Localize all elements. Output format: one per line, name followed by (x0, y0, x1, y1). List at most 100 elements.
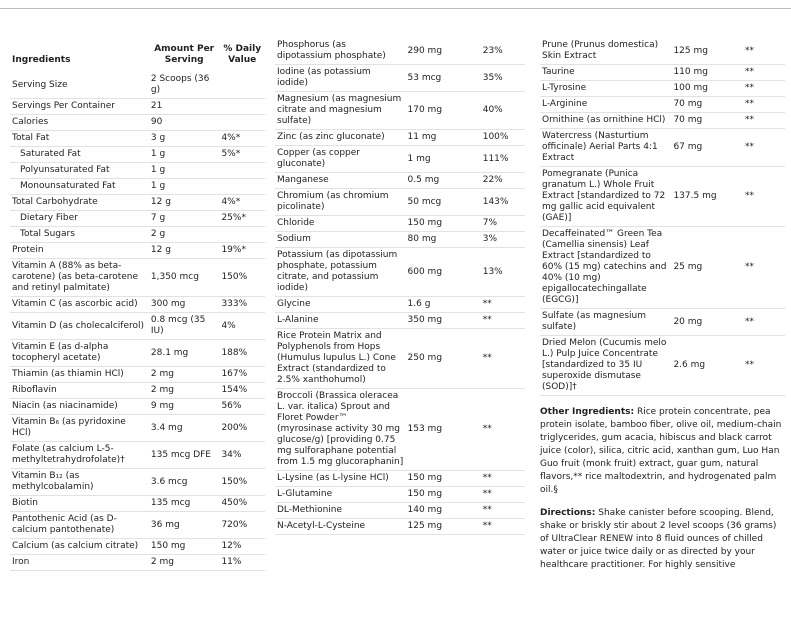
daily-value: ** (480, 518, 525, 535)
nutrient-row: Total Carbohydrate 12 g 4%* (10, 194, 265, 211)
nutrient-row: Vitamin B₆ (as pyridoxine HCl) 3.4 mg 200% (10, 414, 265, 442)
nutrient-row: Dried Melon (Cucumis melo L.) Pulp Juice… (540, 335, 785, 396)
label: Directions: (540, 508, 596, 518)
nutrient-name: Total Carbohydrate (10, 194, 149, 211)
nutrient-row: L-Tyrosine 100 mg ** (540, 80, 785, 97)
nutrient-row: Folate (as calcium L-5-methyltetrahydrof… (10, 441, 265, 469)
nutrient-name: Dietary Fiber (10, 210, 149, 227)
daily-value: 23% (480, 38, 525, 65)
text: Rice protein concentrate, pea protein is… (540, 407, 782, 495)
nutrient-row: N-Acetyl-L-Cysteine 125 mg ** (275, 518, 525, 535)
daily-value: 4%* (219, 130, 265, 147)
daily-value: ** (480, 470, 525, 487)
nutrient-row: L-Alanine 350 mg ** (275, 312, 525, 329)
amount: 53 mcg (405, 64, 481, 92)
nutrient-name: Prune (Prunus domestica) Skin Extract (540, 38, 672, 65)
amount: 50 mcg (405, 188, 481, 216)
amount: 11 mg (405, 129, 481, 146)
amount: 2 Scoops (36 g) (148, 72, 220, 99)
daily-value: ** (480, 312, 525, 329)
amount: 12 g (148, 194, 220, 211)
nutrient-name: Vitamin D (as cholecalciferol) (10, 312, 149, 340)
daily-value: ** (480, 486, 525, 503)
nutrient-name: Vitamin C (as ascorbic acid) (10, 296, 149, 313)
daily-value: ** (480, 502, 525, 519)
daily-value: ** (480, 388, 525, 471)
empty-cell (219, 98, 265, 115)
daily-value: 19%* (219, 242, 265, 259)
amount: 2.6 mg (671, 335, 743, 396)
nutrient-name: Ornithine (as ornithine HCl) (540, 112, 672, 129)
nutrient-name: Taurine (540, 64, 672, 81)
nutrient-row: Calcium (as calcium citrate) 150 mg 12% (10, 538, 265, 555)
daily-value: 4%* (219, 194, 265, 211)
label: Other Ingredients: (540, 407, 635, 417)
amount: 300 mg (148, 296, 220, 313)
nutrient-name: Phosphorus (as dipotassium phosphate) (275, 38, 406, 65)
nutrient-row: Vitamin B₁₂ (as methylcobalamin) 3.6 mcg 1… (10, 468, 265, 496)
amount: 150 mg (148, 538, 220, 555)
nutrient-row: Phosphorus (as dipotassium phosphate) 290… (275, 38, 525, 65)
nutrient-row: DL-Methionine 140 mg ** (275, 502, 525, 519)
nutrient-row: Pomegranate (Punica granatum L.) Whole F… (540, 166, 785, 227)
nutrient-name: Chloride (275, 215, 406, 232)
amount: 150 mg (405, 215, 481, 232)
daily-value: ** (742, 128, 785, 167)
daily-value: 3% (480, 231, 525, 248)
nutrient-name: Chromium (as chromium picolinate) (275, 188, 406, 216)
column-2: Phosphorus (as dipotassium phosphate) 290… (275, 38, 525, 535)
amount: 600 mg (405, 247, 481, 297)
nutrient-name: Iron (10, 554, 149, 571)
nutrient-name: L-Alanine (275, 312, 406, 329)
nutrient-name: L-Arginine (540, 96, 672, 113)
nutrient-name: Manganese (275, 172, 406, 189)
amount: 0.8 mcg (35 IU) (148, 312, 220, 340)
column-3: Prune (Prunus domestica) Skin Extract 125… (540, 38, 785, 572)
amount: 135 mcg DFE (148, 441, 220, 469)
amount: 80 mg (405, 231, 481, 248)
nutrient-name: DL-Methionine (275, 502, 406, 519)
nutrient-row: Manganese 0.5 mg 22% (275, 172, 525, 189)
daily-value: 11% (219, 554, 265, 571)
daily-value: 333% (219, 296, 265, 313)
daily-value: 7% (480, 215, 525, 232)
nutrient-name: Pomegranate (Punica granatum L.) Whole F… (540, 166, 672, 227)
nutrient-name: Folate (as calcium L-5-methyltetrahydrof… (10, 441, 149, 469)
nutrient-name: Magnesium (as magnesium citrate and magn… (275, 91, 406, 130)
nutrient-row: Copper (as copper gluconate) 1 mg 111% (275, 145, 525, 173)
nutrient-row: Serving Size 2 Scoops (36 g) (10, 72, 265, 99)
amount: 1 g (148, 162, 220, 179)
amount: 1.6 g (405, 296, 481, 313)
daily-value: ** (480, 328, 525, 389)
nutrient-row: Protein 12 g 19%* (10, 242, 265, 259)
empty-cell (219, 72, 265, 99)
nutrient-row: Potassium (as dipotassium phosphate, pot… (275, 247, 525, 297)
amount: 150 mg (405, 486, 481, 503)
nutrient-name: Protein (10, 242, 149, 259)
nutrient-name: Vitamin B₆ (as pyridoxine HCl) (10, 414, 149, 442)
nutrient-row: Servings Per Container 21 (10, 98, 265, 115)
amount: 1 g (148, 178, 220, 195)
nutrient-name: Vitamin A (88% as beta-carotene) (as bet… (10, 258, 149, 297)
nutrient-row: Polyunsaturated Fat 1 g (10, 162, 265, 179)
daily-value: 56% (219, 398, 265, 415)
amount: 153 mg (405, 388, 481, 471)
nutrient-name: Pantothenic Acid (as D-calcium pantothen… (10, 511, 149, 539)
amount: 21 (148, 98, 220, 115)
nutrient-row: Decaffeinated™ Green Tea (Camellia sinen… (540, 226, 785, 309)
nutrient-row: Vitamin A (88% as beta-carotene) (as bet… (10, 258, 265, 297)
nutrient-row: Dietary Fiber 7 g 25%* (10, 210, 265, 227)
daily-value: 188% (219, 339, 265, 367)
nutrient-name: Thiamin (as thiamin HCl) (10, 366, 149, 383)
amount: 12 g (148, 242, 220, 259)
empty-cell (219, 178, 265, 195)
nutrient-row: Watercress (Nasturtium officinale) Aeria… (540, 128, 785, 167)
amount: 2 mg (148, 366, 220, 383)
nutrient-name: Riboflavin (10, 382, 149, 399)
amount: 28.1 mg (148, 339, 220, 367)
nutrient-name: Vitamin E (as d-alpha tocopheryl acetate… (10, 339, 149, 367)
daily-value: 111% (480, 145, 525, 173)
daily-value: ** (742, 308, 785, 336)
daily-value: 100% (480, 129, 525, 146)
